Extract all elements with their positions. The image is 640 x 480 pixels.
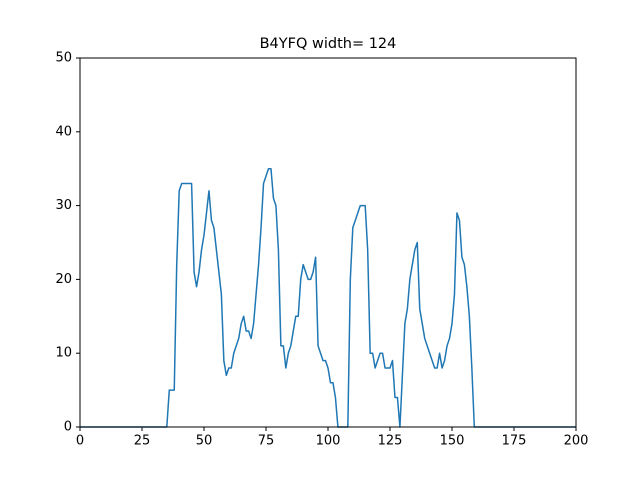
y-tick-label: 30 [55,198,72,213]
x-tick-label: 50 [196,434,213,449]
y-tick-label: 10 [55,346,72,361]
y-tick-label: 50 [55,51,72,66]
plot-frame [79,57,577,428]
y-tick-label: 0 [64,420,72,435]
x-tick-label: 75 [258,434,275,449]
x-tick-label: 125 [378,434,403,449]
x-tick-label: 175 [502,434,527,449]
x-tick-label: 150 [440,434,465,449]
x-tick-label: 0 [76,434,84,449]
data-line [80,167,576,428]
chart-title: B4YFQ width= 124 [260,36,397,52]
x-tick-label: 200 [564,434,589,449]
y-tick-label: 20 [55,272,72,287]
x-tick-label: 100 [316,434,341,449]
x-tick-label: 25 [134,434,151,449]
y-tick-label: 40 [55,124,72,139]
